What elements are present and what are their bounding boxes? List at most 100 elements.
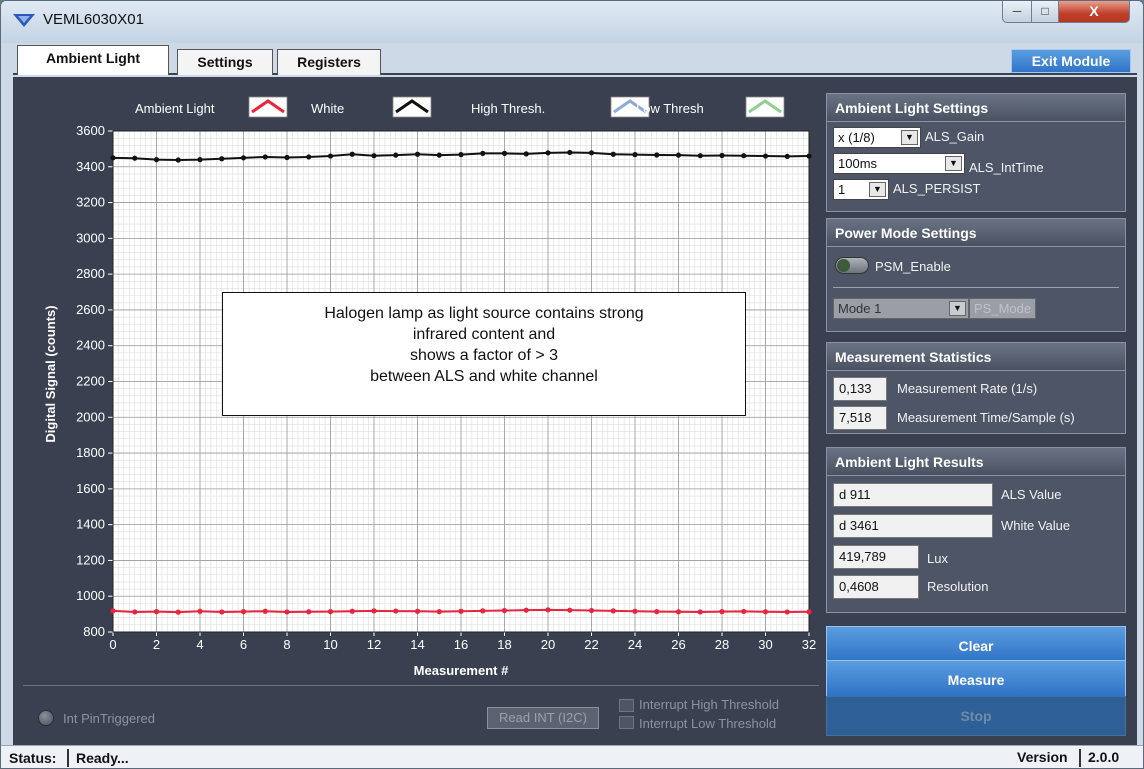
status-label: Status: xyxy=(9,750,57,766)
data-point xyxy=(175,609,181,615)
measure-button[interactable]: Measure xyxy=(826,660,1126,700)
als-gain-label: ALS_Gain xyxy=(925,129,985,144)
chevron-down-icon[interactable]: ▼ xyxy=(901,130,918,145)
ps-mode-label: PS_Mode xyxy=(969,298,1037,319)
status-text: Ready... xyxy=(76,750,129,766)
plot-border xyxy=(112,130,810,633)
data-point xyxy=(632,152,638,158)
als-persist-select[interactable]: 1 ▼ xyxy=(833,179,889,200)
als-gain-value: x (1/8) xyxy=(838,130,875,145)
data-point xyxy=(545,150,551,156)
data-point xyxy=(262,154,268,160)
x-tick-label: 30 xyxy=(758,637,772,652)
tab-registers[interactable]: Registers xyxy=(277,49,381,75)
x-tick-label: 24 xyxy=(628,637,642,652)
x-tick-label: 8 xyxy=(283,637,290,652)
legend-label: Ambient Light xyxy=(135,101,215,116)
chevron-down-icon[interactable]: ▼ xyxy=(949,301,966,316)
data-point xyxy=(719,609,725,615)
data-point xyxy=(197,157,203,163)
resolution-value-box: 0,4608 xyxy=(833,575,919,599)
maximize-button[interactable]: □ xyxy=(1031,1,1059,23)
measurement-rate-value: 0,133 xyxy=(833,377,887,401)
data-point xyxy=(240,609,247,615)
clear-button[interactable]: Clear xyxy=(826,626,1126,666)
chevron-down-icon[interactable]: ▼ xyxy=(945,156,962,171)
chevron-down-icon[interactable]: ▼ xyxy=(869,182,886,197)
data-point xyxy=(806,609,812,615)
x-tick-label: 0 xyxy=(109,637,116,652)
annotation-line: between ALS and white channel xyxy=(370,368,598,385)
data-point xyxy=(675,609,682,615)
data-point xyxy=(110,608,116,614)
psm-enable-toggle[interactable] xyxy=(835,257,869,274)
data-point xyxy=(784,609,790,615)
tab-ambient-light[interactable]: Ambient Light xyxy=(17,45,169,75)
data-point xyxy=(393,608,399,614)
interrupt-high-label: Interrupt High Threshold xyxy=(639,697,779,712)
vishay-logo-icon xyxy=(13,14,35,27)
annotation-line: infrared content and xyxy=(412,326,556,343)
x-tick-label: 22 xyxy=(584,637,598,652)
x-tick-label: 32 xyxy=(802,637,816,652)
y-tick-label: 1400 xyxy=(76,517,105,532)
ambient-light-results-panel: Ambient Light Results d 911 ALS Value d … xyxy=(826,447,1126,613)
close-icon: X xyxy=(1089,3,1099,19)
ps-mode-select[interactable]: Mode 1 ▼ xyxy=(833,298,969,319)
close-button[interactable]: X xyxy=(1058,1,1130,23)
als-inttime-label: ALS_IntTime xyxy=(969,160,1044,175)
y-tick-label: 3200 xyxy=(76,195,105,210)
data-point xyxy=(567,149,573,156)
y-tick-label: 3600 xyxy=(76,123,105,138)
x-tick-label: 4 xyxy=(196,637,203,652)
x-tick-label: 12 xyxy=(367,637,381,652)
y-tick-label: 1200 xyxy=(76,552,105,567)
x-tick-label: 18 xyxy=(497,637,511,652)
read-int-button[interactable]: Read INT (I2C) xyxy=(487,707,599,729)
data-point xyxy=(458,608,464,614)
als-inttime-select[interactable]: 100ms ▼ xyxy=(833,153,965,174)
white-value-label: White Value xyxy=(1001,518,1071,533)
y-tick-label: 1600 xyxy=(76,481,105,496)
data-point xyxy=(240,155,247,161)
data-point xyxy=(153,609,160,615)
data-point xyxy=(219,156,225,162)
interrupt-low-checkbox[interactable] xyxy=(619,716,634,729)
interrupt-low-label: Interrupt Low Threshold xyxy=(639,716,777,731)
data-point xyxy=(306,609,312,615)
x-tick-label: 20 xyxy=(541,637,555,652)
annotation-line: shows a factor of > 3 xyxy=(409,347,559,364)
stop-button[interactable]: Stop xyxy=(826,696,1126,736)
tab-settings[interactable]: Settings xyxy=(177,49,273,75)
legend-swatch xyxy=(745,96,785,118)
data-point xyxy=(806,153,812,159)
measurement-rate-label: Measurement Rate (1/s) xyxy=(897,381,1038,396)
panel-title: Measurement Statistics xyxy=(827,343,1125,371)
data-point xyxy=(306,154,312,160)
exit-module-button[interactable]: Exit Module xyxy=(1011,49,1131,73)
data-point xyxy=(675,152,682,158)
data-point xyxy=(610,608,616,614)
data-point xyxy=(371,153,377,159)
data-point xyxy=(132,609,138,615)
legend-label: Low Thresh xyxy=(636,101,704,116)
interrupt-high-checkbox[interactable] xyxy=(619,699,634,712)
int-pin-triggered-label: Int PinTriggered xyxy=(63,711,156,726)
window-title: VEML6030X01 xyxy=(43,11,144,28)
panel-divider xyxy=(833,287,1119,288)
minimize-button[interactable]: ─ xyxy=(1002,1,1032,23)
data-point xyxy=(697,609,703,615)
x-tick-label: 28 xyxy=(715,637,729,652)
data-point xyxy=(284,154,290,161)
data-point xyxy=(153,157,160,163)
legend-label: High Thresh. xyxy=(471,101,545,116)
ps-mode-value: Mode 1 xyxy=(838,301,882,316)
als-value-label: ALS Value xyxy=(1001,487,1062,502)
y-tick-label: 800 xyxy=(83,624,105,639)
y-tick-label: 2000 xyxy=(76,409,105,424)
version-label: Version xyxy=(1017,749,1068,765)
als-gain-select[interactable]: x (1/8) ▼ xyxy=(833,127,921,148)
minimize-icon: ─ xyxy=(1012,4,1022,18)
data-point xyxy=(588,607,595,614)
